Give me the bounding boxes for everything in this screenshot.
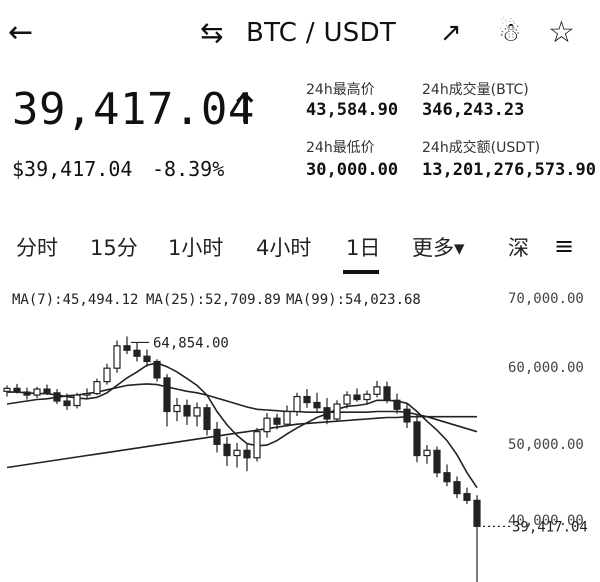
candle-body [333, 403, 341, 420]
candle-body [363, 393, 371, 401]
tab-4h[interactable]: 4小时 [256, 236, 312, 260]
candle-body [143, 355, 151, 363]
candle-body [433, 449, 441, 474]
candle-body [353, 394, 361, 401]
candle-body [463, 493, 471, 501]
y-tick-40000: 40,000.00 [508, 513, 584, 529]
candle-body [283, 410, 291, 425]
indicator-icon[interactable]: ☃ [498, 18, 522, 48]
kline-chart[interactable]: 64,854.00 39,417.04 [0, 312, 600, 582]
tab-1h[interactable]: 1小时 [168, 236, 224, 260]
star-icon[interactable]: ☆ [548, 15, 575, 50]
candle-body [403, 408, 411, 423]
candle-body [73, 394, 81, 407]
candle-body [43, 388, 51, 394]
ma99-label: MA(99):54,023.68 [286, 292, 421, 308]
candle-body [13, 387, 21, 393]
candle-body [93, 381, 101, 395]
active-tab-indicator [343, 270, 379, 274]
candle-body [253, 431, 261, 459]
share-icon[interactable]: ↗ [440, 18, 462, 48]
candle-body [193, 407, 201, 417]
tab-15m[interactable]: 15分 [90, 236, 138, 260]
up-arrow-icon: ↑ [228, 86, 262, 132]
candle-body [443, 472, 451, 483]
vol-btc-value: 346,243.23 [422, 100, 525, 120]
candle-body [183, 404, 191, 417]
candle-body [163, 377, 171, 413]
low-value: 30,000.00 [306, 160, 399, 180]
candle-body [123, 345, 131, 351]
tab-timeshare[interactable]: 分时 [16, 236, 58, 260]
candle-body [223, 443, 231, 457]
candle-body [63, 400, 71, 407]
max-price-label: 64,854.00 [153, 335, 229, 351]
candle-body [83, 392, 91, 396]
usd-value: $39,417.04 [12, 157, 133, 181]
back-arrow-icon[interactable]: ← [8, 15, 34, 50]
candle-body [53, 392, 61, 402]
candle-body [273, 417, 281, 425]
candle-body [23, 391, 31, 396]
candle-body [113, 345, 121, 369]
sliders-icon[interactable]: ≡ [554, 232, 575, 260]
candle-body [243, 449, 251, 459]
y-tick-50000: 50,000.00 [508, 437, 584, 453]
candle-body [3, 387, 11, 392]
candle-body [413, 421, 421, 457]
candle-body [313, 401, 321, 409]
candle-body [323, 407, 331, 420]
candle-body [383, 386, 391, 401]
candle-body [303, 395, 311, 404]
candle-body [103, 367, 111, 383]
candle-body [203, 407, 211, 431]
last-price-label: 39,417.04 [512, 519, 588, 535]
change-percent: -8.39% [152, 157, 225, 181]
candle-body [233, 449, 241, 457]
low-label: 24h最低价 [306, 140, 375, 156]
ma99-line [6, 415, 477, 469]
vol-usdt-value: 13,201,276,573.90 [422, 160, 596, 180]
candle-body [33, 388, 41, 396]
vol-btc-label: 24h成交量(BTC) [422, 82, 529, 98]
candle-body [343, 394, 351, 405]
tab-more[interactable]: 更多▾ [412, 236, 465, 260]
candle-body [423, 449, 431, 457]
vol-usdt-label: 24h成交额(USDT) [422, 140, 541, 156]
ma25-label: MA(25):52,709.89 [146, 292, 281, 308]
candle-body [393, 399, 401, 410]
y-tick-60000: 60,000.00 [508, 360, 584, 376]
candle-body [173, 404, 181, 413]
high-value: 43,584.90 [306, 100, 399, 120]
swap-arrows-icon[interactable]: ⇆ [200, 16, 224, 49]
tab-1d[interactable]: 1日 [346, 236, 381, 260]
candle-body [373, 386, 381, 395]
candle-body [293, 395, 301, 413]
candle-body [133, 349, 141, 357]
candle-body [473, 499, 481, 527]
candle-body [453, 481, 461, 495]
candle-body [153, 360, 161, 379]
candle-body [213, 428, 221, 445]
last-price: 39,417.04 [12, 84, 255, 135]
tab-depth[interactable]: 深 [508, 236, 529, 260]
ma7-label: MA(7):45,494.12 [12, 292, 139, 308]
y-tick-70000: 70,000.00 [508, 291, 584, 307]
candle-body [263, 417, 271, 433]
high-label: 24h最高价 [306, 82, 375, 98]
pair-title[interactable]: BTC / USDT [246, 18, 397, 48]
